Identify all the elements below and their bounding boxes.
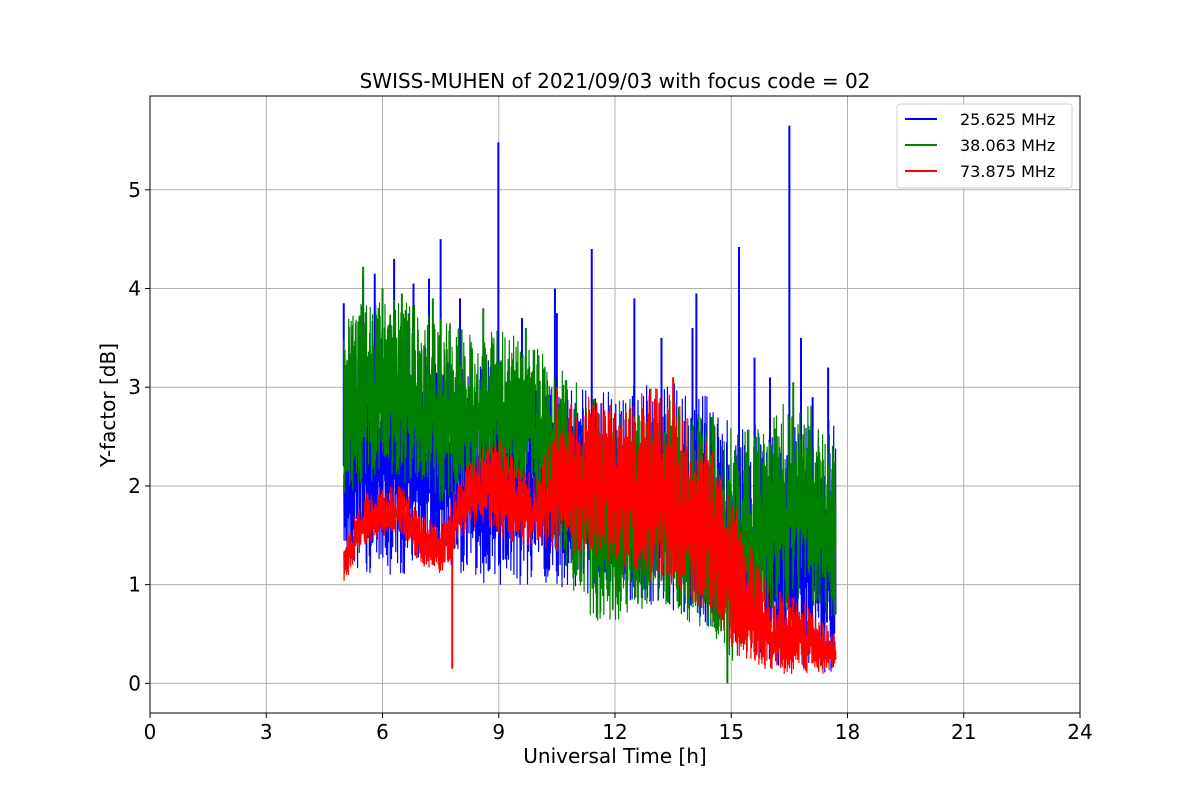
legend: 25.625 MHz 38.063 MHz 73.875 MHz	[896, 103, 1073, 189]
x-tick-label: 15	[719, 720, 744, 744]
x-tick-label: 24	[1067, 720, 1092, 744]
x-tick-label: 18	[835, 720, 860, 744]
y-tick-label: 1	[128, 573, 141, 597]
x-tick-label: 0	[144, 720, 157, 744]
x-tick-label: 3	[260, 720, 273, 744]
data-series	[342, 125, 837, 684]
legend-label-73-875: 73.875 MHz	[960, 162, 1055, 181]
x-tick-label: 12	[602, 720, 627, 744]
y-tick-label: 5	[128, 178, 141, 202]
chart-title: SWISS-MUHEN of 2021/09/03 with focus cod…	[360, 69, 871, 93]
x-tick-label: 9	[492, 720, 505, 744]
series-line-73-875	[343, 388, 837, 675]
x-tick-label: 6	[376, 720, 389, 744]
x-axis-label: Universal Time [h]	[523, 744, 706, 768]
y-tick-label: 2	[128, 474, 141, 498]
legend-label-38-063: 38.063 MHz	[960, 136, 1055, 155]
x-tick-label: 21	[951, 720, 976, 744]
y-tick-label: 3	[128, 375, 141, 399]
y-tick-label: 0	[128, 671, 141, 695]
y-tick-label: 4	[128, 277, 141, 301]
y-axis-label: Y-factor [dB]	[96, 343, 120, 468]
legend-box	[896, 103, 1073, 189]
legend-label-25-625: 25.625 MHz	[960, 110, 1055, 129]
